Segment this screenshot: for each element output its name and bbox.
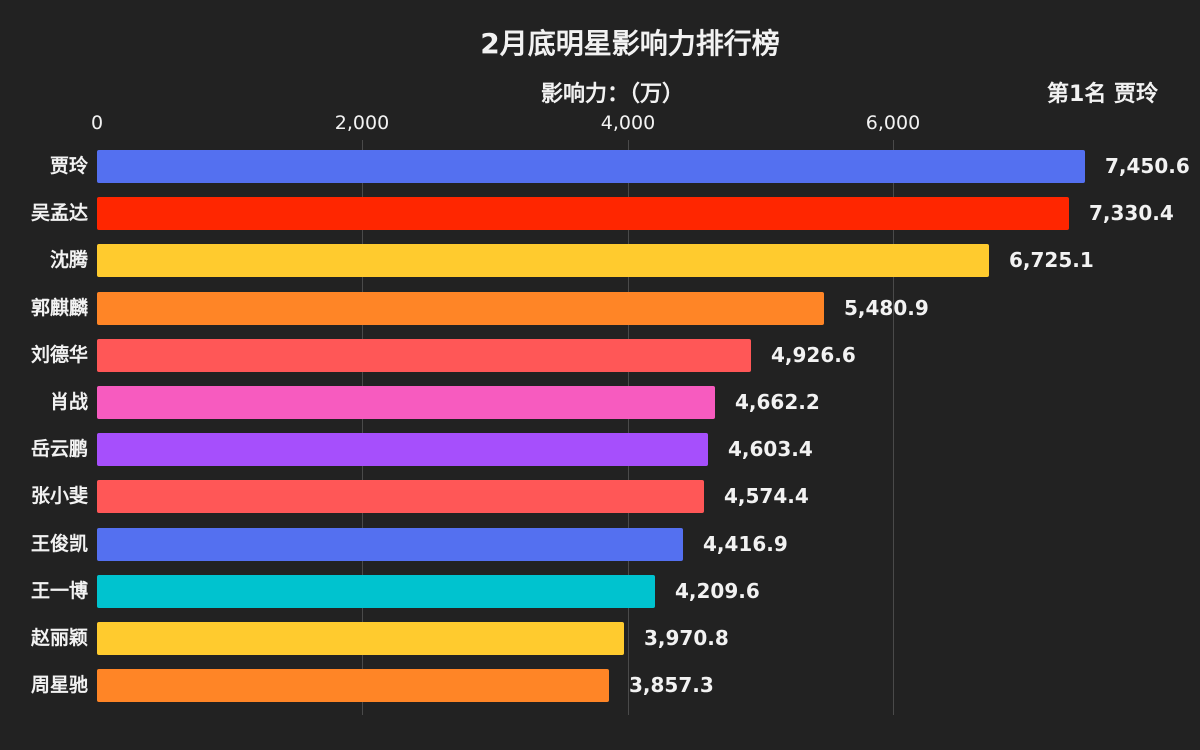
bar: [97, 197, 1069, 230]
x-tick-label: 6,000: [865, 112, 921, 134]
bar: [97, 433, 708, 466]
value-label: 4,574.4: [724, 484, 809, 508]
value-label: 5,480.9: [844, 296, 929, 320]
x-tick-label: 0: [90, 112, 104, 134]
bar: [97, 528, 683, 561]
chart-title: 2月底明星影响力排行榜: [480, 27, 780, 60]
value-label: 4,209.6: [675, 579, 760, 603]
category-label: 张小斐: [30, 485, 88, 507]
value-label: 3,970.8: [644, 626, 729, 650]
category-label: 吴孟达: [30, 202, 88, 224]
leader-annotation: 第1名 贾玲: [1047, 82, 1158, 107]
gridline: [628, 140, 629, 715]
category-label: 刘德华: [30, 344, 88, 366]
category-label: 郭麒麟: [30, 297, 88, 319]
value-label: 6,725.1: [1009, 248, 1094, 272]
category-label: 沈腾: [49, 249, 88, 271]
category-label: 王一博: [30, 580, 88, 602]
x-tick-label: 2,000: [334, 112, 390, 134]
gridline: [893, 140, 894, 715]
value-label: 4,926.6: [771, 343, 856, 367]
category-label: 岳云鹏: [30, 438, 88, 460]
value-label: 4,416.9: [703, 532, 788, 556]
bar: [97, 480, 704, 513]
category-label: 王俊凯: [30, 533, 88, 555]
value-label: 4,662.2: [735, 390, 820, 414]
value-label: 7,450.6: [1105, 154, 1190, 178]
category-label: 赵丽颖: [30, 627, 88, 649]
axis-unit-label: 影响力：（万）: [541, 82, 685, 107]
category-label: 贾玲: [49, 155, 88, 177]
bar: [97, 292, 824, 325]
value-label: 7,330.4: [1089, 201, 1174, 225]
category-label: 肖战: [49, 391, 88, 413]
bar: [97, 575, 655, 608]
category-label: 周星驰: [30, 674, 88, 696]
bar: [97, 339, 751, 372]
bar: [97, 150, 1085, 183]
gridline: [362, 140, 363, 715]
bar: [97, 669, 609, 702]
bar: [97, 386, 715, 419]
bar: [97, 244, 989, 277]
value-label: 4,603.4: [728, 437, 813, 461]
bar: [97, 622, 624, 655]
x-tick-label: 4,000: [600, 112, 656, 134]
value-label: 3,857.3: [629, 673, 714, 697]
